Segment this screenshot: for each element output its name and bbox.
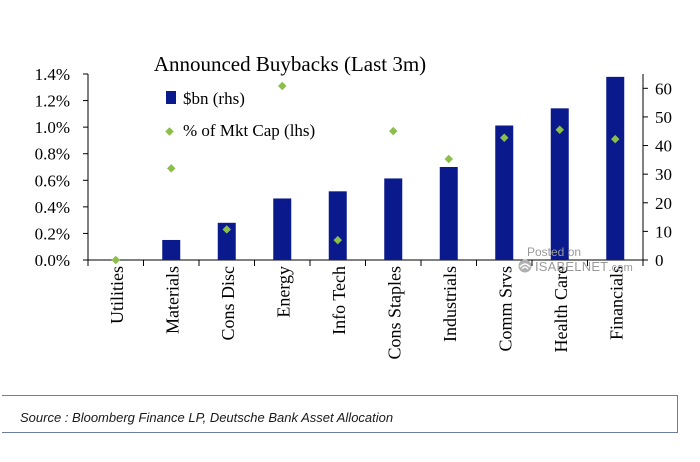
bar-cons-disc bbox=[217, 222, 236, 260]
legend-marker-label: % of Mkt Cap (lhs) bbox=[183, 121, 315, 140]
left-tick-label: 0.8% bbox=[35, 145, 70, 164]
x-tick-label: Cons Disc bbox=[218, 266, 238, 341]
left-tick-label: 1.2% bbox=[35, 92, 70, 111]
right-tick-label: 30 bbox=[655, 165, 672, 184]
left-tick-label: 0.0% bbox=[35, 251, 70, 270]
watermark: Posted on ISABELNET.com bbox=[517, 245, 647, 277]
bar-materials bbox=[162, 239, 181, 260]
x-tick-label: Utilities bbox=[107, 266, 127, 324]
bar-energy bbox=[273, 198, 292, 260]
x-tick-label: Industrials bbox=[440, 266, 460, 342]
left-tick-label: 0.2% bbox=[35, 224, 70, 243]
source-frame bbox=[2, 395, 678, 433]
left-tick-label: 0.4% bbox=[35, 198, 70, 217]
x-tick-label: Info Tech bbox=[329, 266, 349, 335]
right-tick-label: 50 bbox=[655, 108, 672, 127]
bar-info-tech bbox=[328, 191, 347, 260]
legend-bar-label: $bn (rhs) bbox=[183, 89, 245, 108]
right-tick-label: 40 bbox=[655, 137, 672, 156]
bar-industrials bbox=[439, 167, 458, 260]
chart: Announced Buybacks (Last 3m) 0.0% 0.2% 0.4… bbox=[35, 52, 672, 360]
x-tick-label: Energy bbox=[273, 266, 293, 318]
isabelnet-logo-icon bbox=[518, 259, 532, 273]
marker-materials bbox=[167, 164, 176, 173]
bar-financials bbox=[606, 76, 625, 260]
bar-cons-staples bbox=[384, 178, 403, 260]
left-tick-label: 1.0% bbox=[35, 118, 70, 137]
right-tick-label: 0 bbox=[655, 251, 664, 270]
legend-bar-swatch bbox=[166, 91, 176, 104]
right-tick-label: 60 bbox=[655, 79, 672, 98]
marker-utilities bbox=[111, 255, 120, 265]
marker-comm-srvs bbox=[500, 133, 509, 143]
x-tick-label: Health Care bbox=[551, 266, 571, 352]
left-tick-label: 0.6% bbox=[35, 171, 70, 190]
right-tick-label: 20 bbox=[655, 194, 672, 213]
watermark-brand: ISABELNET.com bbox=[535, 259, 633, 274]
x-tick-label: Cons Staples bbox=[384, 266, 404, 360]
bar-comm-srvs bbox=[495, 125, 514, 260]
legend-marker-swatch bbox=[165, 127, 174, 136]
left-tick-label: 1.4% bbox=[35, 65, 70, 84]
marker-cons-disc bbox=[222, 225, 231, 234]
source-note: Source : Bloomberg Finance LP, Deutsche … bbox=[20, 410, 394, 425]
x-tick-label: Comm Srvs bbox=[495, 266, 515, 352]
legend: $bn (rhs) % of Mkt Cap (lhs) bbox=[165, 89, 315, 140]
marker-energy bbox=[278, 81, 287, 91]
x-tick-label: Materials bbox=[162, 266, 182, 334]
right-tick-label: 10 bbox=[655, 222, 672, 241]
bar-health-care bbox=[550, 108, 569, 260]
chart-title: Announced Buybacks (Last 3m) bbox=[154, 52, 426, 76]
watermark-posted: Posted on bbox=[527, 245, 582, 259]
marker-info-tech bbox=[333, 235, 342, 245]
marker-industrials bbox=[444, 154, 453, 164]
x-tick-label: Financials bbox=[606, 266, 626, 340]
marker-cons-staples bbox=[389, 126, 398, 136]
